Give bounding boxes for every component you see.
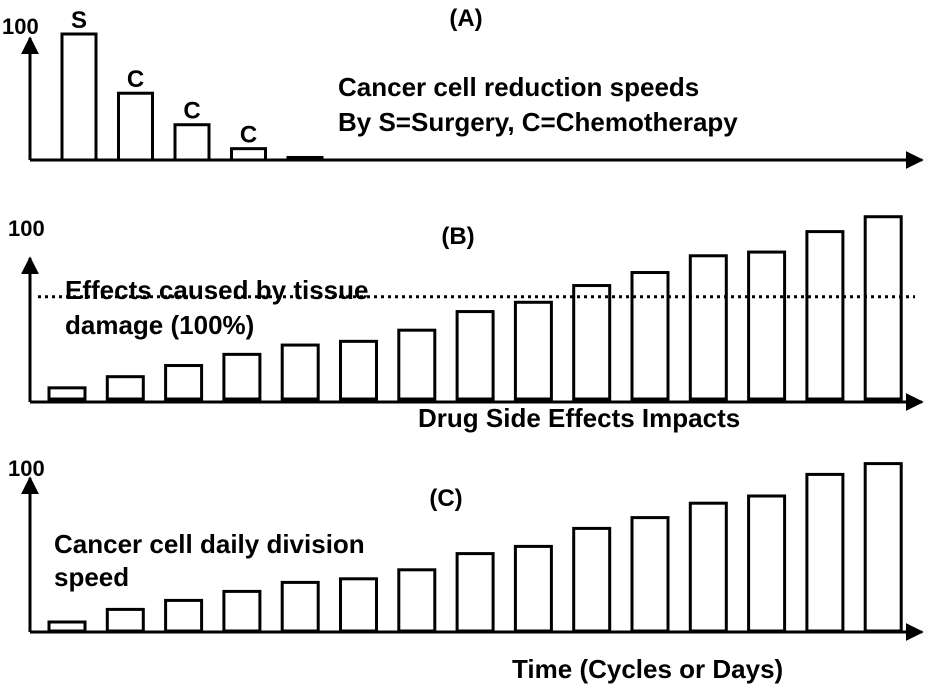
panel-b-ytick-label: 100 <box>8 216 45 241</box>
panel-b-bar <box>397 328 437 401</box>
panel-c-xlabel: Time (Cycles or Days) <box>512 654 783 684</box>
panel-a-bar <box>230 147 267 162</box>
panel-c-label: (C) <box>429 485 462 512</box>
panel-a-bar <box>286 155 324 162</box>
panel-c-bar <box>339 577 378 633</box>
panel-b-bar <box>455 310 495 401</box>
panel-c-bar <box>455 552 495 633</box>
panel-c-bar <box>397 568 437 633</box>
panel-b-threshold-label-line-2: damage (100%) <box>65 310 254 340</box>
panel-c-bar <box>105 607 145 633</box>
panel-a-bar <box>60 32 98 162</box>
panel-a-bar-label: C <box>183 98 200 125</box>
panel-a-annotation-line-2: By S=Surgery, C=Chemotherapy <box>338 107 738 137</box>
panel-c-annotation-line-2: speed <box>54 562 129 592</box>
panel-c-bar <box>222 589 262 633</box>
panel-c-bar <box>164 598 204 633</box>
panel-b-label: (B) <box>441 223 474 250</box>
panel-b-bar <box>572 284 612 401</box>
panel-a-bar-label: S <box>71 7 87 34</box>
panel-c-annotation-line-1: Cancer cell daily division <box>54 529 365 559</box>
panel-b-bar <box>688 254 728 401</box>
panel-a-bar <box>117 91 154 162</box>
panel-b-bar <box>105 375 145 401</box>
panel-c-bar <box>513 544 553 633</box>
panel-c-bar <box>47 620 87 633</box>
panel-b-bar <box>863 215 903 401</box>
panel-a-annotation-line-1: Cancer cell reduction speeds <box>338 72 699 102</box>
panel-b-bar <box>805 230 845 401</box>
panel-b: 100 (B) Effects caused by tissue damage … <box>8 215 924 433</box>
panel-a-bar-label: C <box>127 66 144 93</box>
panel-b-bar <box>47 386 87 401</box>
panel-b-bar <box>164 364 204 401</box>
panel-b-threshold-label-line-1: Effects caused by tissue <box>65 275 368 305</box>
panel-c: 100 (C) Cancer cell daily division speed… <box>8 456 924 684</box>
panel-b-bar <box>630 271 670 401</box>
panel-c-bars <box>47 462 903 633</box>
panel-b-bar <box>513 300 553 401</box>
panel-b-bar <box>747 250 787 401</box>
panel-a-bars: S C C C <box>60 7 324 162</box>
panel-a-bar <box>173 123 211 162</box>
panel-c-bar <box>688 501 728 633</box>
panel-c-bar <box>572 526 612 633</box>
panel-b-bar <box>222 352 262 401</box>
panel-c-bar <box>747 494 787 633</box>
panel-b-bars <box>47 215 903 401</box>
panel-a-label: (A) <box>449 5 482 32</box>
panel-b-bar <box>339 339 378 401</box>
panel-a-ytick-label: 100 <box>2 14 39 39</box>
panel-b-xlabel: Drug Side Effects Impacts <box>418 403 740 433</box>
panel-c-bar <box>280 580 320 633</box>
panel-c-bar <box>863 462 903 633</box>
panel-c-bar <box>630 516 670 633</box>
panel-c-bar <box>805 472 845 633</box>
panel-c-ytick-label: 100 <box>8 456 45 481</box>
panel-a-bar-label: C <box>240 122 257 149</box>
panel-b-bar <box>280 343 320 401</box>
panel-a: 100 (A) Cancer cell reduction speeds By … <box>2 5 924 169</box>
